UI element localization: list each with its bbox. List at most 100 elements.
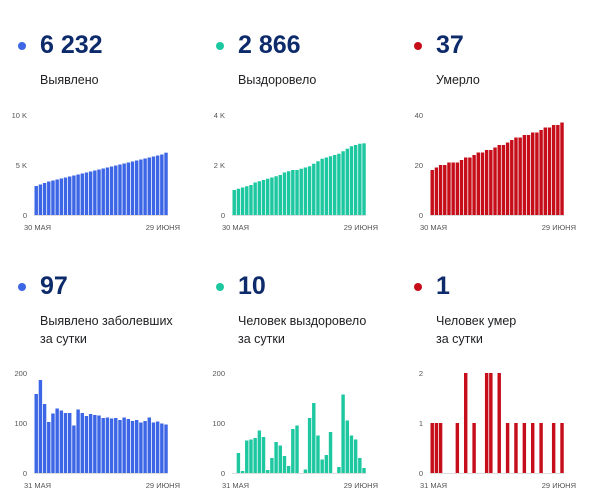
x-tick-label: 29 ИЮНЯ [146, 481, 180, 490]
bar [472, 423, 476, 473]
panel-daily-recovered: 10 Человек выздоровело за сутки 0 100 200 3… [198, 250, 388, 500]
bar [535, 132, 539, 215]
bar [362, 468, 366, 473]
bar [531, 132, 535, 215]
bar [324, 157, 329, 215]
bar [266, 178, 270, 215]
bar [139, 422, 143, 473]
stat-label: Выявлено заболевших [40, 314, 173, 328]
bar [316, 161, 320, 215]
bar [266, 470, 270, 473]
bar [76, 409, 80, 473]
status-dot [216, 42, 224, 50]
bar [93, 170, 97, 215]
chart-daily-deaths: 0 1 2 31 МАЯ 29 ИЮНЯ [419, 369, 576, 490]
bar [63, 413, 68, 473]
x-tick-label: 30 МАЯ [24, 223, 51, 232]
bar [51, 180, 55, 215]
bar [59, 410, 64, 473]
bar [464, 157, 468, 215]
x-tick-label: 31 МАЯ [24, 481, 51, 490]
x-tick-label: 29 ИЮНЯ [542, 481, 576, 490]
bar [320, 158, 324, 215]
panel-daily-deaths: 1 Человек умер за сутки 0 1 2 31 МАЯ 29 ИЮНЯ [396, 250, 586, 500]
bar [240, 471, 245, 473]
bar [135, 160, 139, 215]
stat-value: 10 [238, 272, 266, 300]
bar [464, 373, 468, 473]
x-tick-label: 30 МАЯ [420, 223, 447, 232]
bar [447, 162, 451, 215]
bar [476, 152, 480, 215]
bar [253, 438, 257, 473]
bar [282, 172, 287, 215]
y-tick-label: 200 [212, 369, 225, 378]
chart-daily-detected: 0 100 200 31 МАЯ 29 ИЮНЯ [14, 369, 180, 490]
bar [101, 168, 105, 215]
bar [307, 418, 312, 473]
bar [68, 413, 72, 473]
bar [430, 170, 434, 215]
bar [151, 422, 156, 473]
bar [97, 415, 101, 473]
x-tick-label: 31 МАЯ [222, 481, 249, 490]
bar [333, 155, 337, 215]
bar [97, 169, 101, 215]
bar [345, 148, 349, 215]
status-dot [18, 283, 26, 291]
stat-label-2: за сутки [436, 332, 483, 346]
bar [114, 165, 118, 215]
bar [155, 421, 160, 473]
bar [236, 453, 241, 473]
bar [337, 467, 341, 473]
y-tick-label: 100 [212, 419, 225, 428]
y-tick-label: 2 [419, 369, 423, 378]
bar [270, 458, 274, 473]
stat-label-2: за сутки [40, 332, 87, 346]
stat-label: Умерло [436, 73, 480, 87]
bar [510, 140, 514, 215]
bar [560, 122, 564, 215]
panel-recovered: 2 866 Выздоровело 0 2 K 4 K 30 МАЯ 29 ИЮНЯ [198, 0, 388, 250]
y-tick-label: 0 [221, 211, 225, 220]
bar [443, 165, 447, 215]
bar [164, 424, 168, 473]
bar [109, 166, 114, 215]
bar [353, 439, 358, 473]
bar [68, 176, 72, 215]
bar [47, 181, 51, 215]
bar [155, 155, 160, 215]
panel-deaths: 37 Умерло 0 20 40 30 МАЯ 29 ИЮНЯ [396, 0, 586, 250]
chart-deaths: 0 20 40 30 МАЯ 29 ИЮНЯ [415, 111, 576, 232]
stat-label: Выздоровело [238, 73, 317, 87]
bar [143, 421, 147, 473]
bar [143, 158, 147, 215]
bar [286, 466, 291, 473]
bar [34, 394, 38, 473]
y-tick-label: 0 [221, 469, 225, 478]
bar [72, 175, 76, 215]
bar [472, 155, 476, 215]
bar [489, 373, 493, 473]
bar [34, 186, 38, 215]
bar [560, 423, 564, 473]
bar [286, 171, 291, 215]
x-tick-label: 29 ИЮНЯ [542, 223, 576, 232]
bar [105, 417, 110, 473]
y-tick-label: 100 [14, 419, 27, 428]
status-dot [216, 283, 224, 291]
status-dot [414, 42, 422, 50]
chart-daily-recovered: 0 100 200 31 МАЯ 29 ИЮНЯ [212, 369, 378, 490]
bar [438, 423, 443, 473]
bar [84, 172, 89, 215]
bar [438, 165, 443, 215]
bar [551, 125, 556, 215]
bar [257, 430, 262, 473]
bar [480, 152, 485, 215]
y-tick-label: 40 [415, 111, 423, 120]
bar [531, 423, 535, 473]
bar [135, 420, 139, 473]
stat-value: 1 [436, 272, 450, 300]
bar [42, 404, 47, 473]
bar [358, 143, 362, 215]
